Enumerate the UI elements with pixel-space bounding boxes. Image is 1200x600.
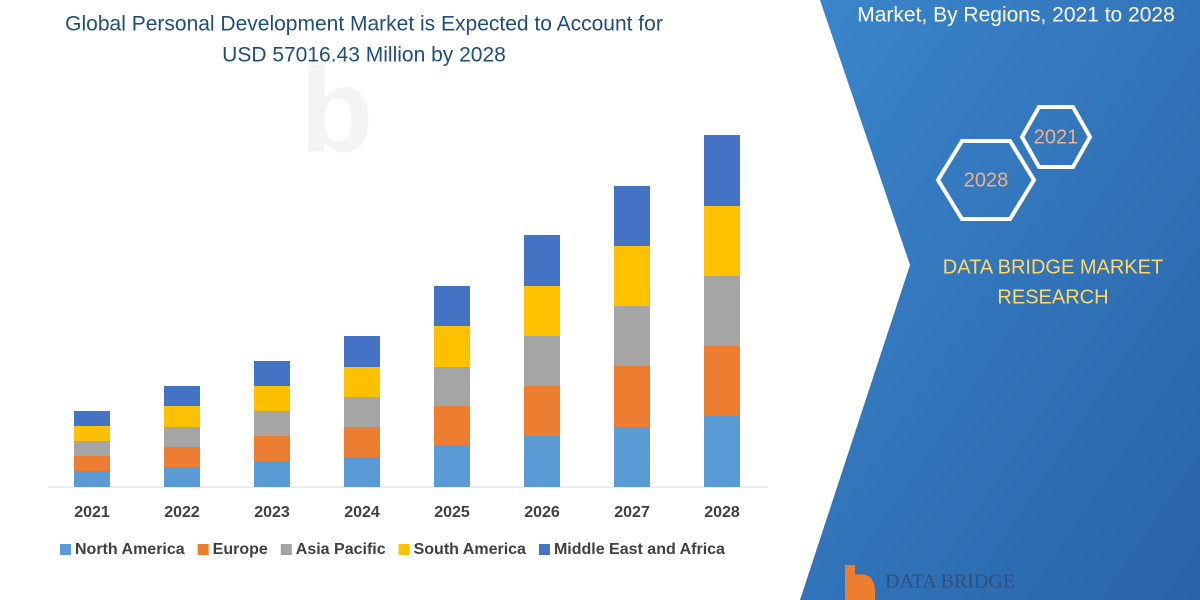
- hexagon: [935, 139, 1037, 221]
- bar-segment: [434, 406, 470, 446]
- bar-segment: [614, 186, 650, 246]
- bar-segment: [344, 457, 380, 487]
- bar-segment: [164, 406, 200, 427]
- x-tick-label: 2025: [434, 504, 470, 521]
- chart-title: USD 57016.43 Million by 2028: [222, 44, 506, 67]
- bar-segment: [614, 427, 650, 487]
- legend-label: North America: [75, 541, 185, 558]
- bar-segment: [434, 286, 470, 326]
- hexagon: [1019, 105, 1093, 169]
- bar-segment: [74, 411, 110, 426]
- logo-text: DATA BRIDGE: [885, 571, 1015, 593]
- hex-label: 2028: [964, 169, 1009, 191]
- bar-segment: [434, 446, 470, 487]
- bar-segment: [614, 246, 650, 306]
- bar-segment: [74, 456, 110, 471]
- bar-segment: [524, 286, 560, 336]
- brand-text: DATA BRIDGE MARKET: [943, 256, 1163, 278]
- x-tick-label: 2021: [74, 504, 110, 521]
- bar-segment: [704, 135, 740, 206]
- legend-label: Middle East and Africa: [554, 541, 725, 558]
- bar-segment: [254, 461, 290, 487]
- legend-swatch: [538, 544, 550, 555]
- bar-segment: [524, 235, 560, 286]
- legend-swatch: [280, 544, 292, 555]
- panel-heading: Market, By Regions, 2021 to 2028: [857, 4, 1175, 27]
- logo-icon: [845, 565, 875, 600]
- bar-segment: [74, 441, 110, 456]
- bar-segment: [254, 361, 290, 386]
- bar-segment: [164, 427, 200, 447]
- bar-segment: [254, 411, 290, 436]
- legend-label: South America: [414, 541, 526, 558]
- bar-segment: [524, 336, 560, 386]
- bar-segment: [704, 416, 740, 487]
- legend-label: Europe: [213, 541, 268, 558]
- x-tick-label: 2028: [704, 504, 740, 521]
- bar-segment: [614, 366, 650, 427]
- bar-segment: [164, 386, 200, 406]
- bar-segment: [614, 306, 650, 366]
- legend-label: Asia Pacific: [296, 541, 386, 558]
- legend-swatch: [60, 544, 71, 555]
- x-tick-label: 2023: [254, 504, 290, 521]
- x-tick-label: 2022: [164, 504, 200, 521]
- bar-segment: [704, 346, 740, 416]
- brand-text: RESEARCH: [997, 286, 1108, 308]
- chart-title: Global Personal Development Market is Ex…: [65, 13, 663, 36]
- x-tick-label: 2026: [524, 504, 560, 521]
- legend-swatch: [197, 544, 209, 555]
- hex-label: 2021: [1034, 126, 1079, 148]
- bar-segment: [164, 467, 200, 487]
- bar-segment: [434, 367, 470, 406]
- bar-segment: [254, 386, 290, 411]
- bar-segment: [74, 426, 110, 441]
- bar-segment: [704, 276, 740, 346]
- side-panel: [800, 0, 1200, 600]
- bar-segment: [164, 447, 200, 467]
- bar-segment: [74, 471, 110, 487]
- bar-segment: [344, 336, 380, 367]
- bar-segment: [344, 367, 380, 397]
- bar-segment: [254, 436, 290, 461]
- bar-segment: [344, 427, 380, 457]
- x-tick-label: 2024: [344, 504, 380, 521]
- x-tick-label: 2027: [614, 504, 650, 521]
- legend-swatch: [398, 544, 410, 555]
- bar-segment: [524, 386, 560, 436]
- bar-segment: [344, 397, 380, 427]
- bar-segment: [704, 206, 740, 276]
- bar-segment: [524, 436, 560, 487]
- bar-segment: [434, 326, 470, 367]
- watermark-shape: b: [300, 44, 373, 178]
